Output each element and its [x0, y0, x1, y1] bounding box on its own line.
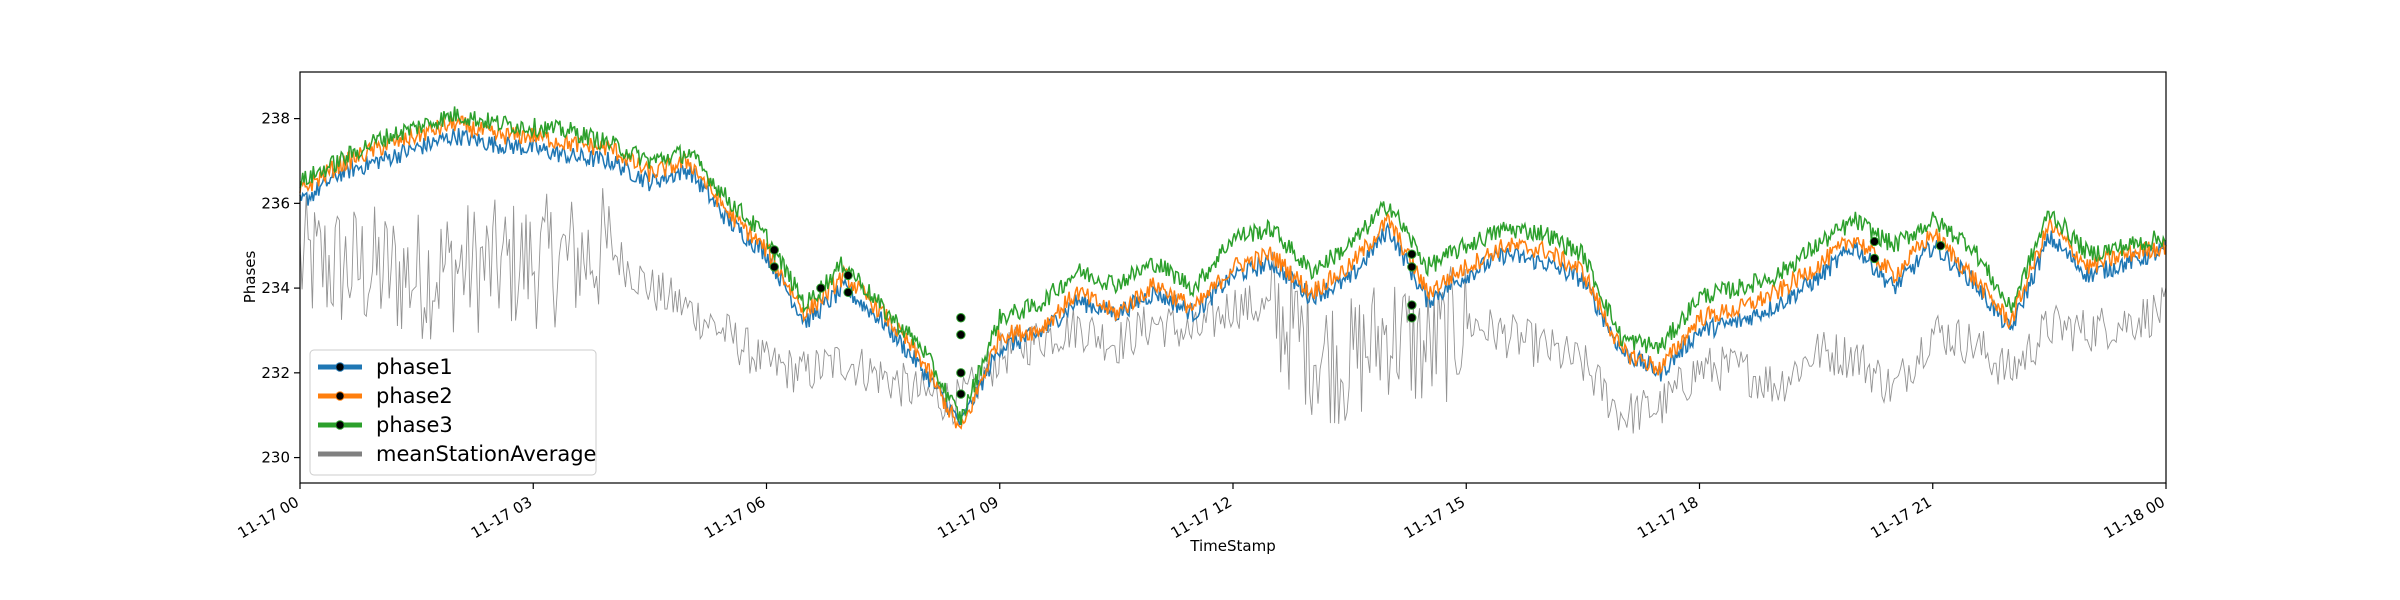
data-marker	[1407, 262, 1417, 272]
data-marker	[1407, 249, 1417, 259]
data-marker	[956, 389, 966, 399]
y-tick-label: 234	[261, 279, 290, 297]
legend-label-phase1: phase1	[376, 355, 453, 379]
x-axis-label: TimeStamp	[1189, 537, 1275, 555]
data-marker	[1407, 313, 1417, 323]
data-marker	[843, 270, 853, 281]
legend-marker	[335, 391, 345, 401]
data-marker	[769, 245, 779, 255]
legend-box	[309, 349, 597, 476]
data-marker	[1869, 236, 1880, 247]
y-tick-label: 236	[261, 194, 290, 212]
data-marker	[1935, 241, 1946, 251]
data-marker	[1869, 253, 1880, 264]
series-line-meanStationAverage	[299, 188, 2167, 434]
legend-label-meanStationAverage: meanStationAverage	[376, 442, 596, 466]
y-axis: 230 232 234 236 238	[261, 110, 300, 467]
data-marker	[956, 313, 966, 323]
y-axis-label: Phases	[241, 251, 259, 304]
data-marker	[769, 262, 779, 272]
legend-marker	[335, 420, 345, 430]
legend: phase1 phase2 phase3 meanStationAverage	[309, 349, 597, 476]
series-line-phase1	[299, 128, 2167, 426]
data-marker	[956, 330, 966, 340]
y-tick-label: 230	[261, 449, 290, 467]
data-marker	[843, 287, 853, 298]
data-marker	[956, 368, 966, 378]
data-marker	[1407, 300, 1417, 310]
legend-label-phase3: phase3	[376, 413, 453, 437]
legend-marker	[335, 362, 345, 372]
series-line-phase2	[299, 115, 2167, 430]
y-tick-label: 232	[261, 364, 290, 382]
series-layer	[299, 106, 2167, 434]
legend-label-phase2: phase2	[376, 384, 453, 408]
data-marker	[816, 283, 826, 293]
series-line-phase3	[299, 106, 2166, 425]
y-tick-label: 238	[261, 110, 290, 128]
marker-layer	[769, 236, 1946, 399]
